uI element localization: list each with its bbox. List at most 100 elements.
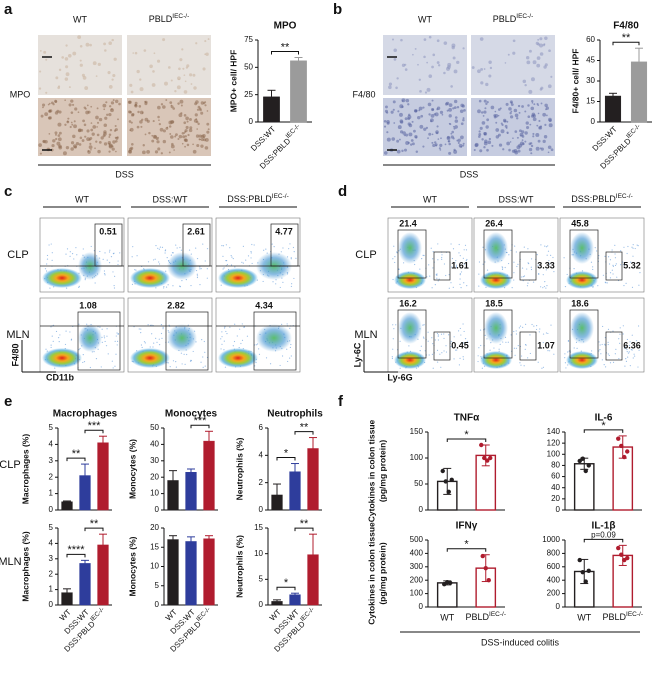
event-dot [103, 270, 106, 272]
cell-texture [169, 133, 172, 135]
cell-texture [39, 50, 42, 52]
event-dot [576, 347, 578, 349]
event-dot [199, 284, 201, 286]
event-dot [451, 266, 453, 268]
event-dot [633, 353, 635, 355]
cell-texture [79, 136, 83, 140]
event-dot [414, 263, 416, 266]
cell-texture [431, 141, 434, 144]
cell-texture [518, 143, 523, 148]
cell-texture [408, 123, 413, 128]
cell-texture [411, 120, 414, 123]
event-dot [147, 261, 150, 263]
event-dot [281, 323, 283, 325]
event-dot [206, 277, 208, 279]
bar [167, 539, 179, 606]
event-dot [513, 272, 515, 274]
bar [203, 538, 215, 606]
event-dot [619, 327, 621, 329]
y-tick-label: 40 [150, 440, 159, 449]
cell-texture [188, 128, 193, 133]
event-dot [171, 252, 174, 254]
cell-texture [156, 59, 161, 63]
event-dot [392, 338, 394, 340]
cell-texture [540, 102, 543, 105]
event-dot [521, 276, 523, 278]
bar [167, 480, 179, 511]
bar [185, 541, 197, 606]
event-dot [423, 324, 425, 326]
event-dot [48, 244, 50, 246]
cell-texture [116, 136, 119, 139]
gate [397, 309, 427, 359]
event-dot [223, 267, 225, 269]
event-dot [553, 353, 555, 355]
event-dot [253, 244, 255, 246]
cell-texture [390, 110, 394, 114]
cell-texture [79, 59, 82, 62]
event-dot [169, 366, 171, 368]
event-dot [45, 270, 48, 272]
event-dot [46, 258, 49, 260]
cell-texture [111, 38, 114, 42]
cell-texture [525, 121, 529, 125]
event-dot [132, 246, 134, 248]
event-dot [225, 244, 227, 246]
event-dot [477, 355, 479, 357]
event-dot [49, 287, 51, 289]
cell-texture [189, 73, 193, 77]
gate [605, 331, 623, 361]
cell-texture [452, 125, 455, 128]
cell-texture [393, 48, 397, 52]
event-dot [498, 348, 500, 350]
cell-texture [64, 57, 69, 61]
cell-texture [432, 53, 436, 57]
cell-texture [52, 139, 56, 143]
cell-texture [103, 42, 107, 46]
significance-bracket [190, 424, 210, 429]
cell-texture [57, 137, 62, 142]
cell-texture [196, 128, 198, 130]
cell-texture [509, 112, 512, 115]
cell-texture [108, 136, 111, 138]
panel-letter: d [338, 183, 347, 200]
event-dot [437, 334, 439, 336]
event-dot [269, 363, 272, 365]
event-dot [529, 352, 531, 355]
event-dot [544, 245, 546, 247]
cell-texture [159, 127, 164, 132]
micrograph [127, 35, 211, 95]
cell-texture [488, 60, 492, 64]
cell-texture [479, 37, 484, 41]
cell-texture [544, 123, 547, 127]
event-dot [393, 328, 395, 330]
event-dot [592, 266, 594, 268]
cell-texture [109, 128, 113, 132]
event-dot [632, 357, 634, 359]
density [394, 271, 426, 289]
cell-texture [192, 73, 196, 77]
cell-texture [453, 149, 458, 154]
event-dot [76, 254, 78, 256]
event-dot [529, 334, 531, 336]
significance-label: p=0.09 [591, 530, 616, 539]
cell-texture [162, 38, 166, 42]
y-tick-label: 0 [419, 505, 424, 514]
cell-texture [480, 81, 484, 85]
cell-texture [146, 149, 151, 154]
event-dot [637, 325, 640, 327]
event-dot [441, 256, 443, 259]
event-dot [184, 363, 186, 366]
cell-texture [139, 120, 143, 124]
event-dot [458, 243, 460, 246]
cell-texture [533, 103, 536, 106]
event-dot [113, 284, 115, 287]
cell-texture [446, 109, 449, 112]
row-label: CLP [0, 459, 21, 471]
cell-texture [543, 65, 547, 69]
cell-texture [162, 129, 166, 133]
event-dot [102, 258, 104, 261]
event-dot [626, 351, 628, 353]
event-dot [539, 328, 541, 330]
y-axis-label: (pg/mg protein) [377, 440, 387, 502]
